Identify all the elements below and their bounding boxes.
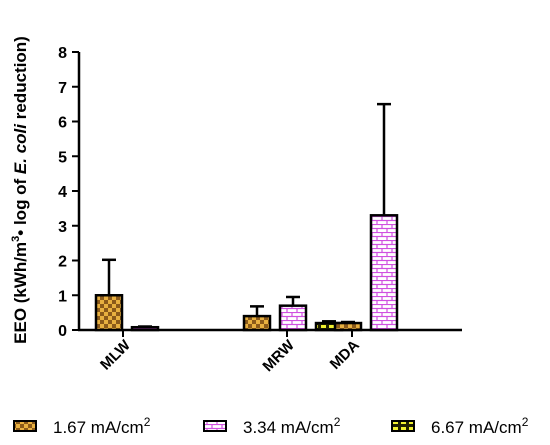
y-tick-label: 1 [58,288,67,305]
x-tick-label: MLW [97,336,134,373]
x-tick-label: MRW [259,336,298,375]
legend-label: 6.67 mA/cm2 [431,415,529,437]
y-tick-label: 5 [58,149,67,166]
legend-label: 3.34 mA/cm2 [243,415,341,437]
y-tick-label: 6 [58,115,67,132]
x-tick-label: MDA [327,337,363,373]
legend-label: 1.67 mA/cm2 [53,415,151,437]
y-tick-label: 8 [58,45,67,62]
bar [369,214,399,332]
legend-swatch [13,420,37,432]
legend-swatch [391,420,415,432]
bar [242,314,272,332]
x-tick-labels: MLW MRW MDA [97,336,363,375]
y-tick-label: 3 [58,219,67,236]
legend: 1.67 mA/cm2 3.34 mA/cm2 6.67 mA/cm2 [13,415,529,437]
y-tick-label: 4 [58,184,67,201]
bar [333,321,363,332]
bar [94,294,124,332]
y-axis-title: EEO (kWh/m3• log of E. coli reduction) [10,36,30,344]
y-ticks: 0 1 2 3 4 5 6 7 8 [58,45,79,340]
y-tick-label: 0 [58,323,67,340]
bars [94,102,399,337]
bar [278,304,308,332]
y-tick-label: 7 [58,80,67,97]
legend-swatch [203,420,227,432]
y-tick-label: 2 [58,254,67,271]
